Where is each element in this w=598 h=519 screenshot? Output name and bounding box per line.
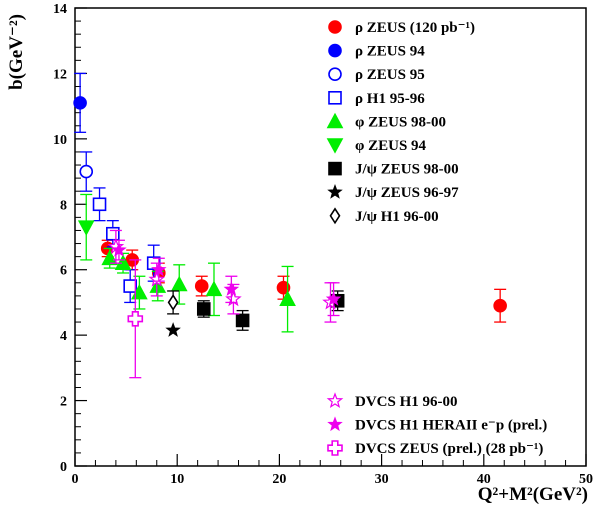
data-point — [92, 197, 107, 212]
y-tick-label: 6 — [60, 264, 67, 279]
data-point — [170, 275, 188, 292]
legend-label: DVCS H1 96-00 — [355, 394, 458, 410]
legend-marker — [326, 138, 344, 154]
data-point — [106, 226, 120, 241]
legend-label: J/ψ ZEUS 96-97 — [355, 185, 459, 201]
data-point — [235, 313, 250, 328]
x-tick-label: 0 — [72, 472, 79, 487]
x-tick-label: 10 — [170, 472, 184, 487]
data-point — [279, 290, 296, 306]
data-point — [165, 322, 181, 337]
data-point — [167, 293, 179, 311]
legend-marker — [328, 43, 342, 58]
x-tick-label: 30 — [375, 472, 389, 487]
legend-marker — [327, 416, 343, 432]
legend-label: ρ ZEUS 94 — [355, 44, 425, 60]
data-point — [196, 302, 211, 316]
data-point — [111, 241, 127, 257]
legend-marker — [327, 440, 343, 456]
legend-label: J/ψ ZEUS 98-00 — [355, 162, 459, 178]
legend-label: φ ZEUS 94 — [355, 138, 427, 154]
y-tick-label: 2 — [60, 395, 67, 410]
series-5 — [77, 193, 95, 261]
y-axis-title: b(GeV⁻²) — [6, 14, 27, 90]
data-point — [123, 279, 137, 293]
y-tick-label: 4 — [60, 329, 67, 344]
legend-marker — [326, 392, 344, 409]
data-point — [77, 220, 95, 236]
axis-ticks: 0 10 20 30 40 50 0 2 4 6 8 10 12 14 — [53, 2, 593, 487]
series-8 — [167, 290, 180, 315]
x-axis-title: Q²+M²(GeV²) — [478, 484, 588, 505]
legend-label: ρ ZEUS 95 — [355, 67, 425, 83]
series-2 — [79, 151, 94, 192]
series-11 — [127, 259, 144, 379]
x-tick-label: 40 — [477, 472, 491, 487]
legend-label: ρ H1 95-96 — [355, 91, 425, 107]
data-point — [223, 281, 240, 296]
series-1 — [73, 72, 87, 133]
legend-label: ρ ZEUS (120 pb⁻¹) — [355, 20, 475, 36]
legend-label: φ ZEUS 98-00 — [355, 114, 446, 130]
legend-label: DVCS ZEUS (prel.) (28 pb⁻¹) — [355, 441, 543, 457]
x-tick-label: 50 — [579, 472, 593, 487]
y-tick-label: 10 — [53, 133, 67, 148]
data-point — [276, 280, 291, 295]
y-tick-label: 8 — [60, 198, 67, 213]
legend-bottom: DVCS H1 96-00 DVCS H1 HERAII e⁻p (prel.) D… — [326, 392, 547, 457]
legend-marker — [328, 67, 342, 81]
x-tick-label: 20 — [272, 472, 286, 487]
legend-marker — [327, 184, 343, 199]
y-tick-label: 14 — [53, 2, 67, 17]
data-point — [493, 298, 507, 313]
y-tick-label: 0 — [60, 460, 67, 475]
data-point — [148, 270, 166, 287]
legend-label: DVCS H1 HERAII e⁻p (prel.) — [355, 418, 547, 434]
series-6 — [196, 290, 345, 331]
series-10 — [111, 239, 342, 317]
legend-marker — [328, 161, 342, 176]
legend-marker — [328, 20, 342, 34]
plot-frame — [74, 7, 587, 467]
data-point — [205, 280, 223, 297]
data-point — [325, 291, 342, 306]
data-point — [79, 164, 94, 179]
legend-marker — [328, 91, 342, 105]
data-point — [194, 279, 209, 293]
data-marks — [73, 72, 507, 379]
legend-top: ρ ZEUS (120 pb⁻¹) ρ ZEUS 94 ρ ZEUS 95 ρ H1 … — [326, 20, 475, 225]
series-7 — [165, 322, 181, 337]
y-tick-label: 12 — [53, 67, 67, 82]
legend-marker — [326, 112, 344, 129]
data-point — [151, 261, 167, 277]
legend-marker — [329, 207, 341, 225]
data-point — [127, 310, 144, 327]
data-point — [101, 249, 119, 266]
data-point — [73, 96, 87, 110]
legend-label: J/ψ H1 96-00 — [355, 209, 439, 225]
